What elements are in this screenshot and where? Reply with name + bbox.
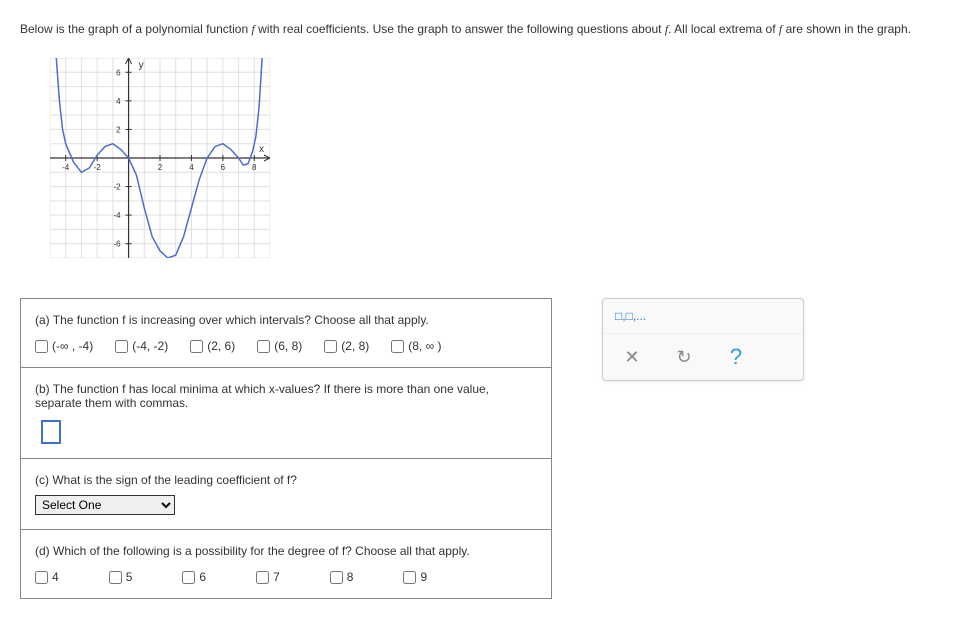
question-box: (a) The function f is increasing over wh… [20, 298, 552, 599]
interval-label-5: (8, ∞ ) [408, 339, 441, 353]
question-d: (d) Which of the following is a possibil… [21, 530, 551, 598]
question-c: (c) What is the sign of the leading coef… [21, 459, 551, 530]
question-b-prompt: (b) The function f has local minima at w… [35, 382, 537, 410]
interval-option-4[interactable]: (2, 8) [324, 339, 369, 353]
degree-label-0: 4 [52, 570, 59, 584]
prompt-part3: . All local extrema of [668, 22, 779, 36]
interval-option-3[interactable]: (6, 8) [257, 339, 302, 353]
degree-checkbox-3[interactable] [256, 571, 269, 584]
degree-label-1: 5 [126, 570, 133, 584]
interval-checkbox-4[interactable] [324, 340, 337, 353]
answer-toolbar: □,□,... ✕ ↻ ? [602, 298, 804, 381]
svg-text:2: 2 [158, 163, 163, 172]
prompt-part2: with real coefficients. Use the graph to… [255, 22, 665, 36]
interval-checkbox-3[interactable] [257, 340, 270, 353]
svg-text:4: 4 [189, 163, 194, 172]
interval-checkbox-0[interactable] [35, 340, 48, 353]
reset-icon[interactable]: ↻ [673, 346, 695, 368]
svg-text:8: 8 [252, 163, 257, 172]
svg-text:-4: -4 [113, 211, 121, 220]
degree-label-2: 6 [199, 570, 206, 584]
svg-text:-4: -4 [62, 163, 70, 172]
degree-checkbox-0[interactable] [35, 571, 48, 584]
degree-checkbox-4[interactable] [330, 571, 343, 584]
interval-label-4: (2, 8) [341, 339, 369, 353]
svg-text:x: x [259, 144, 264, 155]
question-d-prompt: (d) Which of the following is a possibil… [35, 544, 537, 558]
svg-text:2: 2 [116, 125, 121, 134]
format-hint[interactable]: □,□,... [603, 299, 803, 334]
local-minima-input[interactable] [41, 420, 61, 444]
degree-checkbox-1[interactable] [109, 571, 122, 584]
question-b: (b) The function f has local minima at w… [21, 368, 551, 459]
svg-text:-6: -6 [113, 240, 121, 249]
degree-option-0[interactable]: 4 [35, 570, 59, 584]
question-c-prompt: (c) What is the sign of the leading coef… [35, 473, 537, 487]
interval-label-0: (-∞ , -4) [52, 339, 93, 353]
degree-label-5: 9 [420, 570, 427, 584]
degree-option-4[interactable]: 8 [330, 570, 354, 584]
interval-checkbox-1[interactable] [115, 340, 128, 353]
svg-text:6: 6 [116, 68, 121, 77]
close-icon[interactable]: ✕ [621, 346, 643, 368]
degree-label-4: 8 [347, 570, 354, 584]
svg-text:6: 6 [221, 163, 226, 172]
interval-label-2: (2, 6) [207, 339, 235, 353]
svg-text:-2: -2 [113, 183, 121, 192]
interval-label-3: (6, 8) [274, 339, 302, 353]
svg-text:4: 4 [116, 97, 121, 106]
help-icon[interactable]: ? [725, 346, 747, 368]
prompt-part1: Below is the graph of a polynomial funct… [20, 22, 251, 36]
svg-text:y: y [139, 60, 144, 71]
interval-option-0[interactable]: (-∞ , -4) [35, 339, 93, 353]
degree-label-3: 7 [273, 570, 280, 584]
interval-checkbox-2[interactable] [190, 340, 203, 353]
interval-label-1: (-4, -2) [132, 339, 168, 353]
interval-option-5[interactable]: (8, ∞ ) [391, 339, 441, 353]
leading-coeff-select[interactable]: Select One [35, 495, 175, 515]
degree-option-3[interactable]: 7 [256, 570, 280, 584]
question-a-prompt: (a) The function f is increasing over wh… [35, 313, 537, 327]
degree-option-1[interactable]: 5 [109, 570, 133, 584]
interval-option-1[interactable]: (-4, -2) [115, 339, 168, 353]
prompt-part4: are shown in the graph. [782, 22, 911, 36]
polynomial-graph: -4 -2 2 4 6 8 -6 -4 -2 2 4 6 x y [50, 58, 270, 258]
degree-checkbox-2[interactable] [182, 571, 195, 584]
question-a: (a) The function f is increasing over wh… [21, 299, 551, 368]
interval-checkbox-5[interactable] [391, 340, 404, 353]
problem-prompt: Below is the graph of a polynomial funct… [20, 20, 933, 38]
degree-option-5[interactable]: 9 [403, 570, 427, 584]
degree-checkbox-5[interactable] [403, 571, 416, 584]
degree-option-2[interactable]: 6 [182, 570, 206, 584]
interval-option-2[interactable]: (2, 6) [190, 339, 235, 353]
svg-text:-2: -2 [94, 163, 102, 172]
